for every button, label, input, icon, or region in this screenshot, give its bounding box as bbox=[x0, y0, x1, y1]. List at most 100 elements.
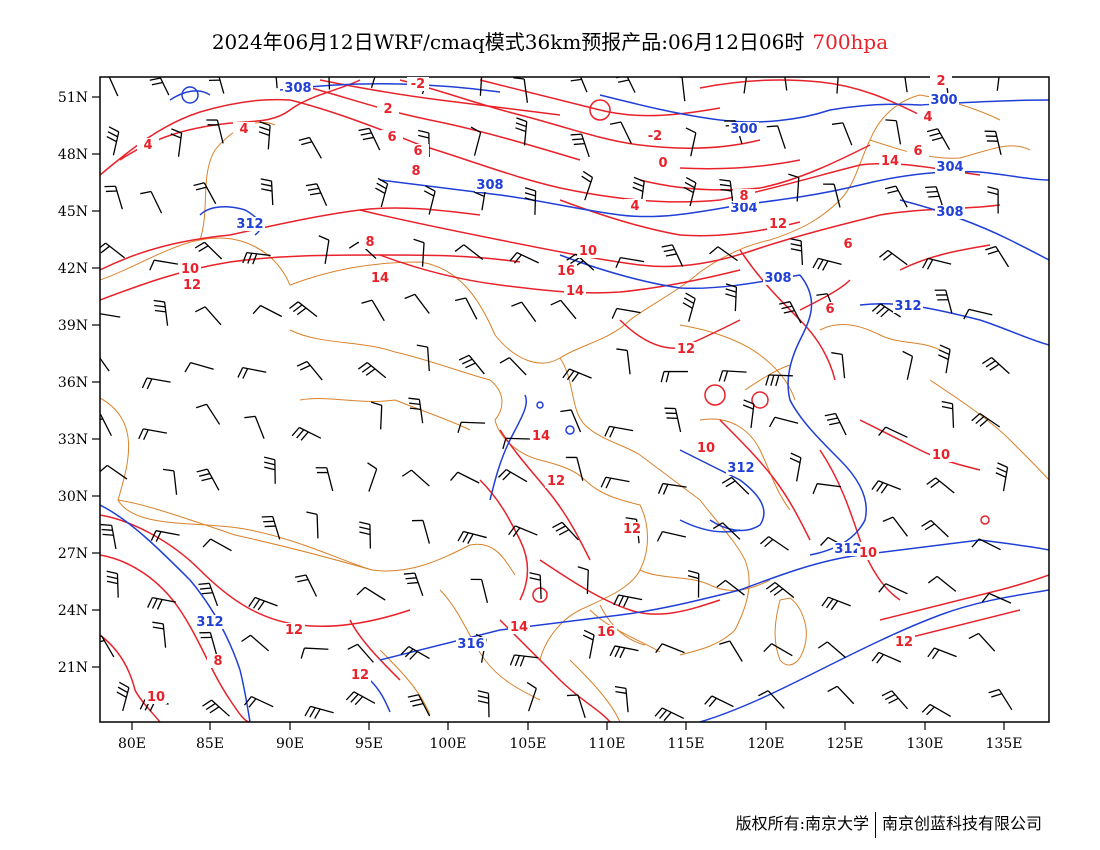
label-background bbox=[595, 625, 617, 639]
label-background bbox=[907, 144, 929, 158]
label-background bbox=[555, 264, 577, 278]
temperature-label: 14 bbox=[371, 271, 389, 286]
wind-barb bbox=[878, 426, 908, 438]
wind-barb bbox=[116, 681, 130, 712]
wind-barb bbox=[408, 397, 424, 424]
lon-label: 130E bbox=[907, 736, 944, 752]
lon-label: 135E bbox=[986, 736, 1023, 752]
wind-barb bbox=[400, 646, 430, 660]
temperature-label: 14 bbox=[510, 620, 528, 635]
wind-barb bbox=[237, 366, 267, 379]
height-label: 312 bbox=[236, 217, 263, 232]
label-background bbox=[763, 271, 793, 285]
lon-label: 105E bbox=[510, 736, 547, 752]
wind-barb bbox=[318, 235, 330, 264]
wind-barb bbox=[306, 511, 319, 539]
lon-label: 95E bbox=[355, 736, 383, 752]
wind-barb bbox=[100, 635, 115, 658]
wind-barb bbox=[457, 530, 487, 544]
wind-barb bbox=[498, 469, 528, 483]
height-label: 312 bbox=[196, 615, 223, 630]
label-background bbox=[675, 342, 697, 356]
wind-barb bbox=[370, 77, 376, 88]
wind-barb bbox=[615, 77, 636, 93]
wind-barb bbox=[305, 183, 328, 207]
label-background bbox=[179, 262, 201, 276]
lat-label: 42N bbox=[58, 261, 88, 277]
label-background bbox=[624, 199, 646, 213]
wind-barb bbox=[884, 185, 908, 208]
wind-barb bbox=[582, 629, 595, 659]
wind-barb bbox=[560, 409, 582, 433]
wind-barb bbox=[685, 127, 697, 157]
wind-barb bbox=[106, 126, 120, 156]
wind-barb bbox=[206, 119, 224, 144]
wind-barb bbox=[524, 187, 537, 215]
wind-barb bbox=[562, 368, 592, 383]
wind-barb bbox=[194, 241, 223, 260]
wind-barb bbox=[248, 596, 278, 611]
lat-label: 21N bbox=[58, 660, 88, 676]
wind-barb bbox=[258, 121, 271, 150]
wind-barb bbox=[765, 374, 793, 387]
label-background bbox=[405, 164, 427, 178]
boundary-lines bbox=[100, 94, 1049, 722]
wind-barb bbox=[664, 407, 682, 433]
temperature-label: 8 bbox=[213, 654, 222, 669]
temperature-label: 10 bbox=[147, 690, 165, 705]
wind-barb bbox=[162, 468, 178, 495]
label-background bbox=[935, 205, 965, 219]
wind-barb bbox=[477, 690, 490, 718]
wind-barb bbox=[719, 178, 734, 205]
wind-barb bbox=[922, 257, 952, 270]
wind-barb bbox=[721, 476, 750, 495]
wind-barb bbox=[675, 77, 686, 102]
wind-barb bbox=[581, 170, 594, 201]
wind-barb bbox=[315, 467, 334, 492]
lon-label: 125E bbox=[827, 736, 864, 752]
wind-barb bbox=[457, 421, 486, 434]
wind-barb bbox=[934, 289, 953, 314]
label-background bbox=[733, 189, 755, 203]
wind-barb bbox=[660, 370, 688, 383]
wind-barb bbox=[926, 128, 951, 150]
wind-barb bbox=[971, 412, 1001, 428]
height-label: 312 bbox=[834, 542, 861, 557]
wind-barb bbox=[882, 516, 908, 537]
lat-label: 36N bbox=[58, 375, 88, 391]
wind-barb bbox=[261, 515, 281, 540]
label-background bbox=[545, 474, 567, 488]
label-background bbox=[577, 244, 599, 258]
wind-barb bbox=[938, 344, 951, 374]
label-background bbox=[879, 154, 901, 168]
wind-barb bbox=[361, 299, 385, 322]
wind-barb bbox=[304, 705, 334, 719]
map-title: 2024年06月12日WRF/cmaq模式36km预报产品:06月12日06时 7… bbox=[0, 26, 1100, 55]
wind-barb bbox=[529, 572, 542, 600]
height-label: 312 bbox=[727, 461, 754, 476]
wind-barb bbox=[995, 462, 1009, 492]
wind-barb bbox=[831, 122, 853, 146]
wind-barb bbox=[100, 413, 112, 437]
wind-barb bbox=[193, 182, 217, 205]
temperature-label: 6 bbox=[843, 237, 852, 252]
wind-barb bbox=[513, 77, 529, 103]
wind-barb bbox=[996, 77, 1000, 91]
label-background bbox=[359, 235, 381, 249]
temperature-label: 12 bbox=[351, 668, 369, 683]
wind-barb bbox=[766, 125, 786, 149]
wind-barb bbox=[657, 482, 687, 495]
height-label: 304 bbox=[936, 160, 963, 175]
wind-barb bbox=[885, 119, 902, 145]
temperature-label: 12 bbox=[895, 635, 913, 650]
wind-barb bbox=[968, 632, 996, 652]
wind-barb bbox=[881, 690, 909, 710]
wind-barb bbox=[509, 252, 539, 264]
map-frame bbox=[99, 76, 1050, 723]
contour-labels: 308 300 300 304 308 304 308 312 308 312 312 312 312 3… bbox=[137, 74, 965, 705]
wind-barb bbox=[570, 133, 590, 158]
label-background bbox=[917, 110, 939, 124]
height-label: 300 bbox=[930, 93, 957, 108]
wind-barb bbox=[609, 645, 639, 659]
wind-barb bbox=[683, 177, 697, 207]
